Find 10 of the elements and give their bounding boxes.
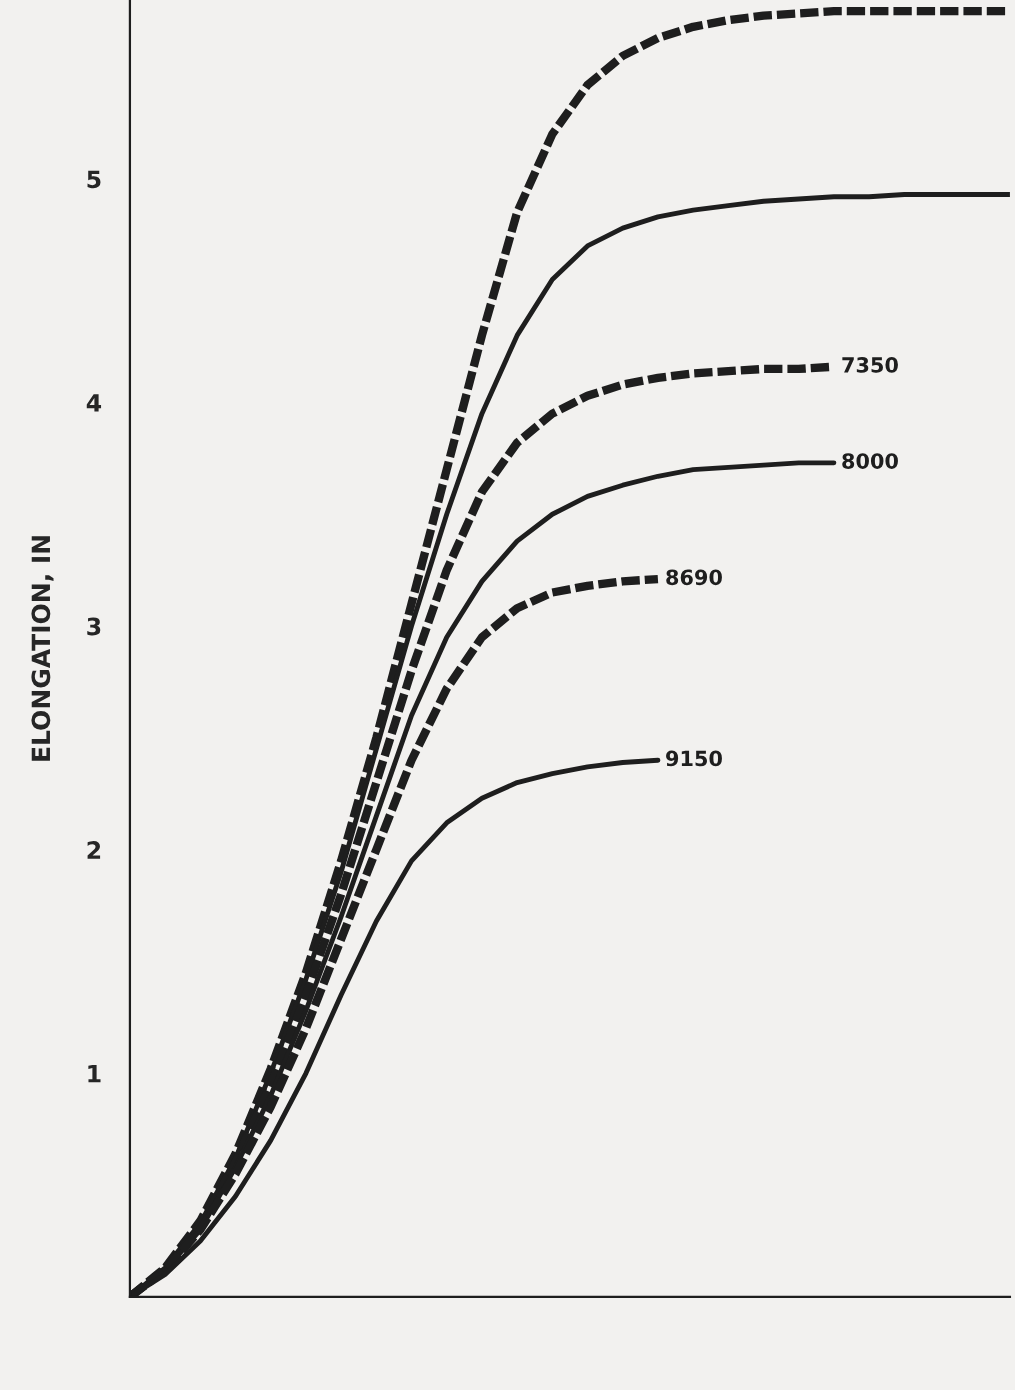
series-label: 7350 <box>842 356 898 373</box>
series-label: 8690 <box>666 569 722 586</box>
y-tick-label: 3 <box>87 617 101 636</box>
y-axis-title: ELONGATION, IN <box>31 536 54 761</box>
y-tick-label: 4 <box>86 394 102 412</box>
series-label: 9150 <box>666 750 722 767</box>
y-tick-label: 1 <box>88 1065 101 1083</box>
series-label: 8000 <box>842 453 898 469</box>
y-tick-label: 5 <box>87 170 101 189</box>
y-tick-label: 2 <box>87 841 101 859</box>
